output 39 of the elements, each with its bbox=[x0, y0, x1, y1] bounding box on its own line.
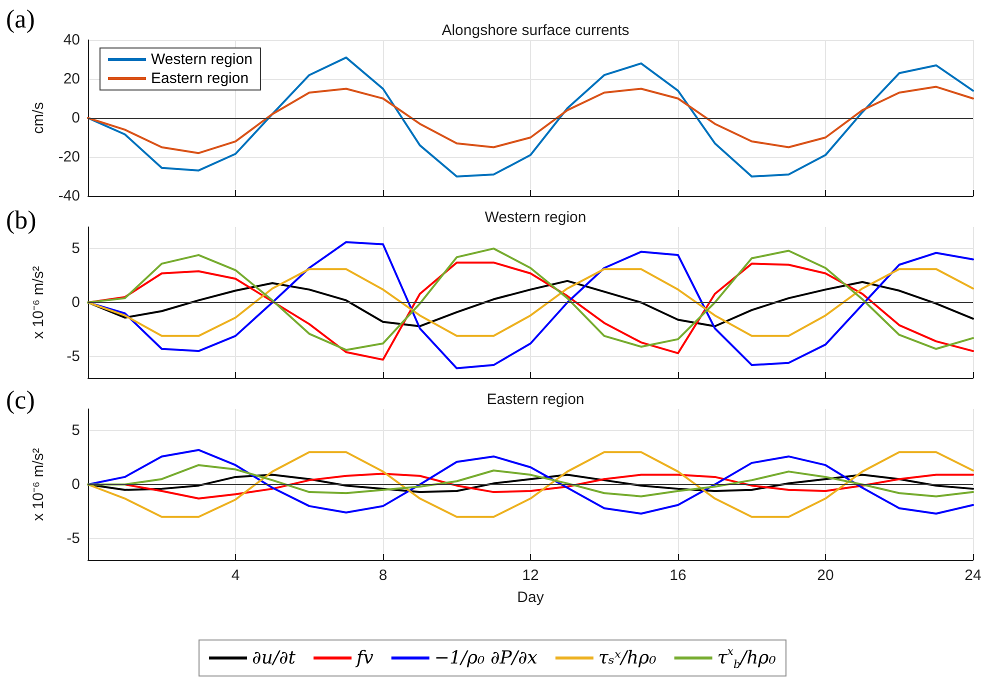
line-series bbox=[87, 280, 974, 328]
x-tick-label: 12 bbox=[522, 567, 539, 584]
y-tick-label: 0 bbox=[72, 294, 80, 311]
y-tick-label: 20 bbox=[63, 70, 80, 88]
y-tick-label: 0 bbox=[72, 110, 80, 126]
x-tick-label: 8 bbox=[378, 567, 388, 584]
x-tick-label: 16 bbox=[670, 567, 686, 584]
legend-label: ∂u/∂t bbox=[252, 648, 296, 668]
y-axis-title: cm/s bbox=[30, 102, 47, 134]
line-series bbox=[87, 464, 974, 498]
legend-label: τₛˣ/hρ₀ bbox=[598, 648, 656, 668]
y-axis-title: x 10⁻⁶ m/s² bbox=[30, 266, 47, 339]
y-tick-label: -5 bbox=[66, 348, 80, 365]
chart-title: Western region bbox=[484, 209, 586, 226]
y-tick-label: -20 bbox=[58, 148, 80, 166]
line-series bbox=[87, 262, 974, 361]
x-tick-label: 20 bbox=[817, 567, 834, 584]
text: (c) bbox=[6, 386, 35, 414]
chart-title: Alongshore surface currents bbox=[442, 22, 630, 39]
y-tick-label: 5 bbox=[72, 240, 80, 258]
legend-label: fv bbox=[354, 648, 374, 668]
y-tick-label: -40 bbox=[58, 188, 80, 204]
line-series bbox=[87, 248, 974, 351]
x-tick-label: 24 bbox=[964, 567, 982, 584]
line-series bbox=[87, 268, 974, 337]
y-tick-label: -5 bbox=[66, 530, 80, 547]
chart-title: Eastern region bbox=[486, 391, 584, 408]
x-tick-label: 4 bbox=[231, 567, 240, 584]
x-axis-title: Day bbox=[517, 589, 544, 606]
y-tick-label: 5 bbox=[72, 422, 80, 440]
legend-label: Western region bbox=[151, 51, 252, 68]
line-series bbox=[87, 86, 974, 154]
legend-label: −1/ρ₀ ∂P/∂x bbox=[434, 648, 538, 668]
text: (a) bbox=[6, 4, 35, 34]
legend-label: Eastern region bbox=[151, 70, 249, 87]
text: (b) bbox=[6, 206, 36, 234]
y-tick-label: 0 bbox=[72, 476, 80, 493]
y-tick-label: 40 bbox=[63, 32, 80, 48]
y-axis-title: x 10⁻⁶ m/s² bbox=[30, 448, 47, 521]
